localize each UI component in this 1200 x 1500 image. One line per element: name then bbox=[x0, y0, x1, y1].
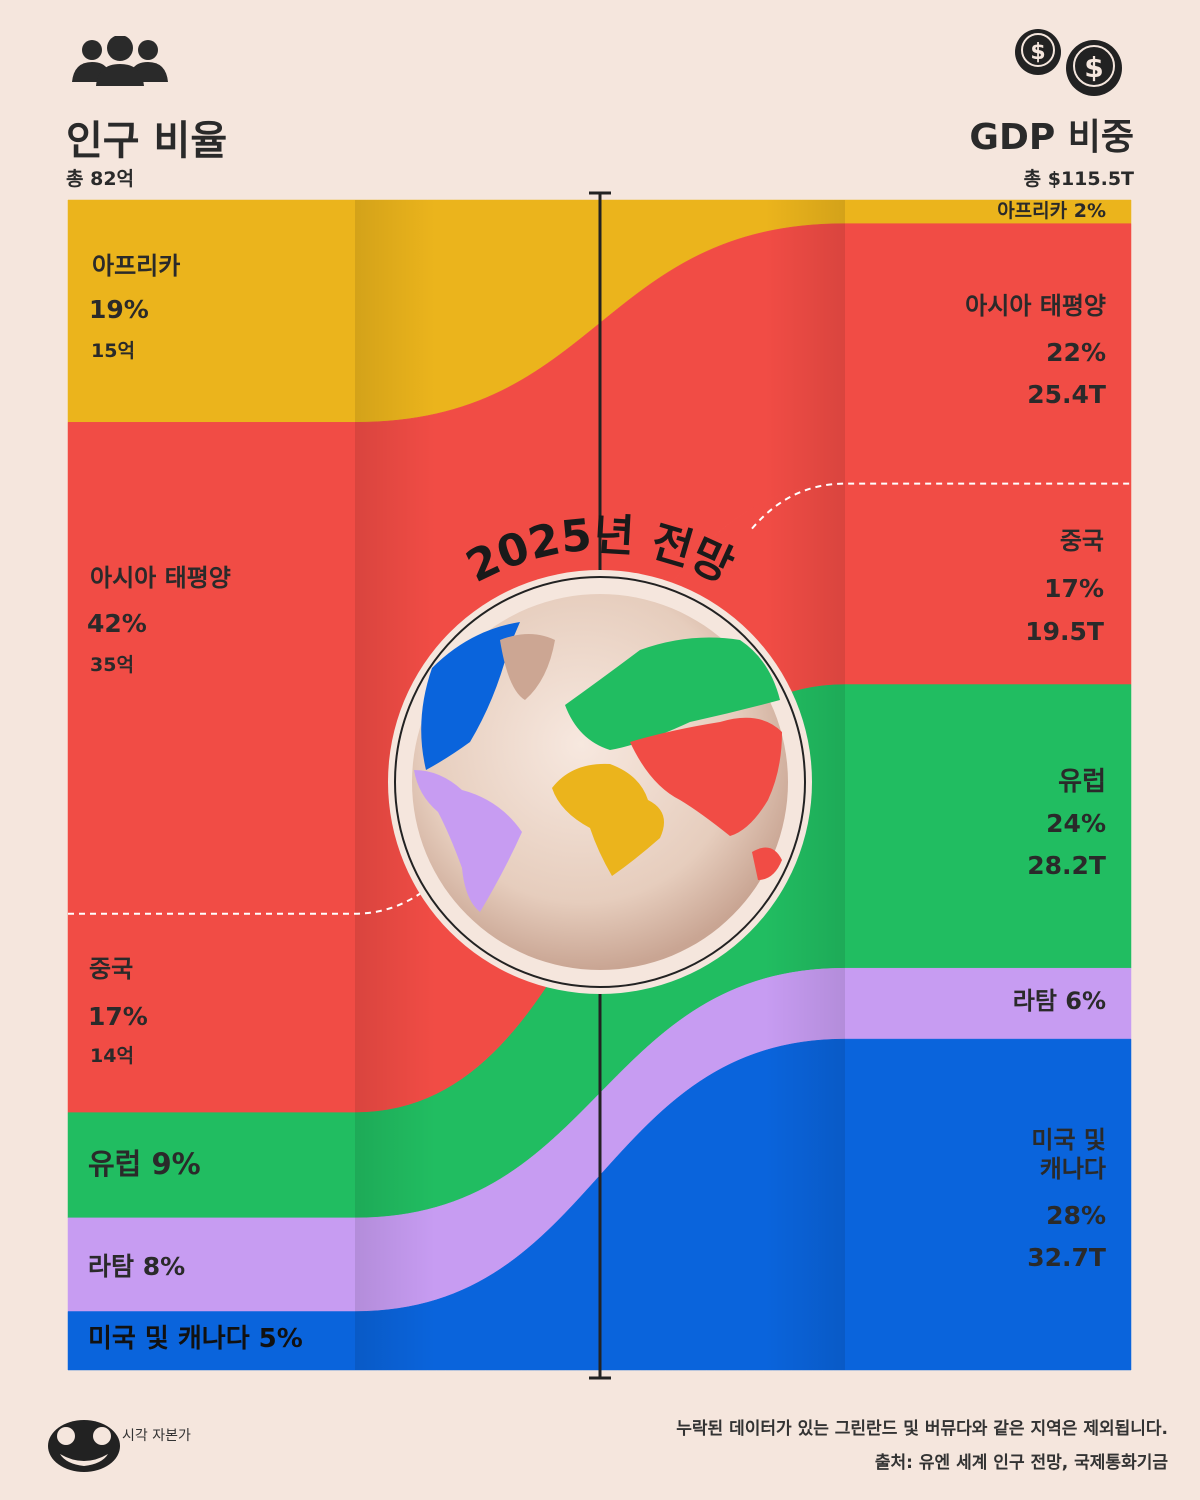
left-label-china-val: 14억 bbox=[90, 1045, 134, 1067]
right-label-asia-val: 25.4T bbox=[1027, 380, 1106, 409]
left-label-latam: 라탐 8% bbox=[88, 1252, 186, 1281]
left-total: 총 82억 bbox=[66, 168, 135, 190]
divider-asia-china-right bbox=[751, 482, 1131, 530]
left-label-china-name: 중국 bbox=[89, 955, 134, 983]
svg-text:$: $ bbox=[1030, 40, 1045, 65]
left-label-europe: 유럽 9% bbox=[88, 1147, 201, 1181]
svg-text:$: $ bbox=[1084, 51, 1103, 84]
right-label-asia-name: 아시아 태평양 bbox=[965, 292, 1106, 320]
left-label-africa-name: 아프리카 bbox=[92, 252, 181, 280]
footnote-excluded-regions: 누락된 데이터가 있는 그린란드 및 버뮤다와 같은 지역은 제외됩니다. bbox=[676, 1419, 1168, 1439]
footnote-source: 출처: 유엔 세계 인구 전망, 국제통화기금 bbox=[874, 1453, 1168, 1473]
left-label-usca: 미국 및 캐나다 5% bbox=[88, 1324, 303, 1354]
right-label-usca-name2: 캐나다 bbox=[1039, 1155, 1106, 1183]
brand-name: 시각 자본가 bbox=[122, 1428, 191, 1444]
left-label-africa-val: 15억 bbox=[91, 340, 135, 362]
right-label-usca-val: 32.7T bbox=[1027, 1243, 1106, 1272]
left-label-asia-val: 35억 bbox=[90, 654, 134, 676]
right-label-usca-name1: 미국 및 bbox=[1031, 1126, 1106, 1154]
right-label-africa: 아프리카 2% bbox=[997, 200, 1106, 222]
world-globe-icon bbox=[388, 570, 812, 994]
left-label-china-pct: 17% bbox=[88, 1002, 148, 1031]
left-title: 인구 비율 bbox=[66, 118, 228, 164]
right-label-asia-pct: 22% bbox=[1046, 338, 1106, 367]
right-label-europe-pct: 24% bbox=[1046, 809, 1106, 838]
right-label-usca-pct: 28% bbox=[1046, 1201, 1106, 1230]
capitalist-logo-icon bbox=[44, 1418, 124, 1474]
right-total: 총 $115.5T bbox=[1023, 168, 1134, 190]
right-label-europe-val: 28.2T bbox=[1027, 851, 1106, 880]
left-label-asia-name: 아시아 태평양 bbox=[90, 564, 231, 592]
right-label-china-val: 19.5T bbox=[1025, 617, 1104, 646]
left-label-asia-pct: 42% bbox=[87, 609, 147, 638]
right-title: GDP 비중 bbox=[969, 117, 1134, 158]
right-label-latam: 라탐 6% bbox=[1012, 987, 1106, 1015]
right-label-europe-name: 유럽 bbox=[1058, 767, 1106, 797]
people-group-icon bbox=[70, 35, 170, 88]
divider-asia-china-left bbox=[68, 892, 421, 915]
right-label-china-name: 중국 bbox=[1059, 527, 1104, 555]
dollar-coins-icon: $ $ bbox=[1010, 26, 1130, 102]
left-label-africa-pct: 19% bbox=[89, 295, 149, 324]
right-label-china-pct: 17% bbox=[1044, 574, 1104, 603]
